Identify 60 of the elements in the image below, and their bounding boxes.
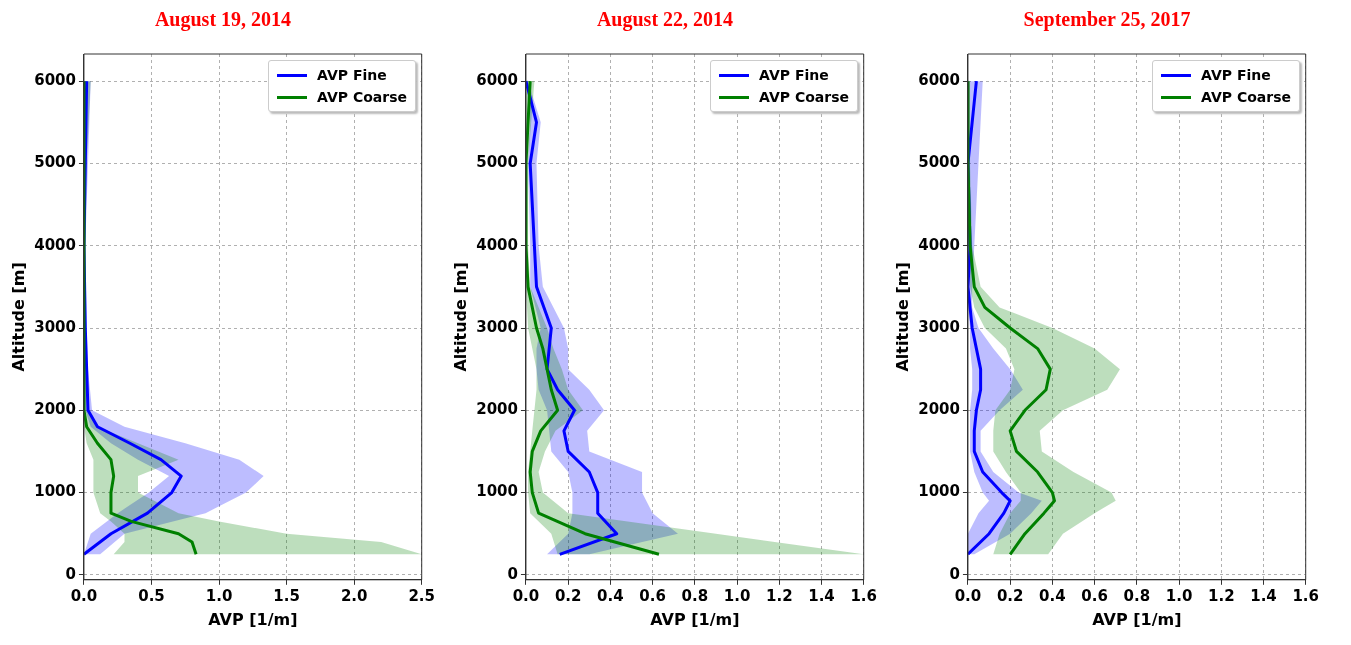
y-tick-label: 5000 [918,153,960,172]
y-tick-label: 5000 [476,153,518,172]
y-tick-label: 4000 [34,235,76,254]
legend-label: AVP Coarse [759,88,849,107]
x-tick-label: 1.2 [765,586,793,605]
y-tick-label: 4000 [918,235,960,254]
x-tick-label: 0.0 [954,586,982,605]
x-tick-label: 1.0 [205,586,233,605]
y-tick-label: 3000 [918,317,960,336]
y-tick-label: 2000 [918,400,960,419]
x-tick-label: 0.6 [1081,586,1108,605]
y-tick-label: 0 [949,564,960,583]
x-tick-label: 1.4 [1250,586,1277,605]
x-tick-label: 0.5 [138,586,165,605]
y-tick-label: 6000 [476,71,518,90]
x-tick-label: 1.6 [1292,586,1319,605]
y-axis-title: Altitude [m] [892,262,912,372]
x-tick-label: 1.5 [273,586,300,605]
x-tick-label: 0.4 [1039,586,1066,605]
y-axis-title: Altitude [m] [8,262,28,372]
x-tick-label: 0.0 [512,586,540,605]
x-tick-label: 0.6 [639,586,666,605]
y-tick-label: 3000 [476,317,518,336]
x-axis-title: AVP [1/m] [1092,609,1182,629]
legend-label: AVP Fine [1201,66,1271,85]
y-tick-label: 5000 [34,153,76,172]
x-tick-label: 0.8 [681,586,709,605]
legend-label: AVP Coarse [1201,88,1291,107]
y-tick-label: 6000 [34,71,76,90]
y-tick-label: 0 [507,564,518,583]
chart-title: August 22, 2014 [595,8,735,33]
legend-label: AVP Fine [317,66,387,85]
legend-label: AVP Fine [759,66,829,85]
y-tick-label: 0 [65,564,76,583]
y-tick-label: 2000 [34,400,76,419]
chart-title: September 25, 2017 [1022,8,1192,33]
chart-title: August 19, 2014 [153,8,293,33]
x-tick-label: 2.0 [340,586,368,605]
x-tick-label: 0.2 [996,586,1024,605]
x-tick-label: 1.0 [723,586,751,605]
y-tick-label: 3000 [34,317,76,336]
y-tick-label: 6000 [918,71,960,90]
y-tick-label: 1000 [34,482,76,501]
x-tick-label: 0.2 [554,586,582,605]
y-tick-label: 4000 [476,235,518,254]
legend-label: AVP Coarse [317,88,407,107]
x-tick-label: 0.8 [1123,586,1151,605]
y-tick-label: 1000 [476,482,518,501]
x-axis-title: AVP [1/m] [650,609,740,629]
x-tick-label: 1.4 [808,586,835,605]
x-tick-label: 1.2 [1207,586,1235,605]
y-tick-label: 1000 [918,482,960,501]
x-tick-label: 1.6 [850,586,877,605]
x-tick-label: 0.4 [597,586,624,605]
x-axis-title: AVP [1/m] [208,609,298,629]
y-axis-title: Altitude [m] [450,262,470,372]
x-tick-label: 0.0 [70,586,98,605]
y-tick-label: 2000 [476,400,518,419]
x-tick-label: 1.0 [1165,586,1193,605]
x-tick-label: 2.5 [408,586,435,605]
